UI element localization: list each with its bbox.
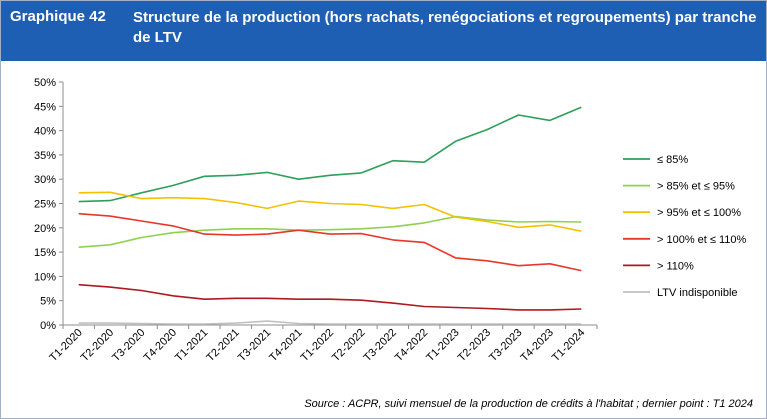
series-line-2 — [78, 215, 582, 248]
x-tick-label: T3-2020 — [110, 327, 147, 364]
legend-label: > 100% et ≤ 110% — [657, 234, 747, 246]
x-tick-label: T1-2023 — [424, 327, 461, 364]
y-tick-label: 20% — [34, 223, 56, 235]
chart-title: Structure de la production (hors rachats… — [133, 9, 757, 46]
x-tick-label: T4-2023 — [519, 327, 556, 364]
x-tick-label: T3-2023 — [487, 327, 524, 364]
x-tick-label: T4-2022 — [393, 327, 430, 364]
x-tick-label: T1-2020 — [47, 327, 84, 364]
y-tick-label: 0% — [40, 320, 56, 332]
y-tick-label: 35% — [34, 150, 56, 162]
y-tick-label: 45% — [34, 101, 56, 113]
legend-label: ≤ 85% — [657, 154, 688, 166]
chart-legend: ≤ 85% > 85% et ≤ 95% > 95% et ≤ 100% > 100%… — [623, 154, 747, 299]
x-tick-label: T1-2022 — [299, 327, 336, 364]
chart-header: Graphique 42 Structure de la production … — [1, 1, 766, 61]
legend-label: LTV indisponible — [657, 287, 738, 299]
series-line-6 — [78, 320, 582, 325]
x-tick-label: T4-2020 — [142, 327, 179, 364]
x-tick-label: T2-2021 — [204, 327, 241, 364]
series-line-1 — [78, 106, 582, 203]
series-line-4 — [78, 212, 582, 272]
x-tick-label: T1-2021 — [173, 327, 210, 364]
chart-series — [78, 106, 582, 325]
x-tick-label: T3-2021 — [236, 327, 273, 364]
x-tick-label: T2-2023 — [456, 327, 493, 364]
legend-label: > 85% et ≤ 95% — [657, 181, 735, 193]
y-tick-label: 15% — [34, 247, 56, 259]
legend-label: > 95% et ≤ 100% — [657, 207, 741, 219]
chart-axes: 0%5%10%15%20%25%30%35%40%45%50%T1-2020T2… — [34, 77, 598, 364]
y-tick-label: 50% — [34, 77, 56, 89]
x-tick-label: T1-2024 — [550, 327, 587, 364]
x-tick-label: T3-2022 — [361, 327, 398, 364]
source-note: Source : ACPR, suivi mensuel de la produ… — [304, 398, 753, 410]
series-line-5 — [78, 283, 582, 311]
x-tick-label: T2-2022 — [330, 327, 367, 364]
chart-number: Graphique 42 — [10, 8, 106, 25]
y-tick-label: 5% — [40, 296, 56, 308]
y-tick-label: 40% — [34, 126, 56, 138]
y-tick-label: 25% — [34, 199, 56, 211]
y-tick-label: 10% — [34, 271, 56, 283]
legend-label: > 110% — [657, 260, 694, 272]
y-tick-label: 30% — [34, 174, 56, 186]
x-tick-label: T2-2020 — [79, 327, 116, 364]
series-line-3 — [78, 191, 582, 232]
x-tick-label: T4-2021 — [267, 327, 304, 364]
